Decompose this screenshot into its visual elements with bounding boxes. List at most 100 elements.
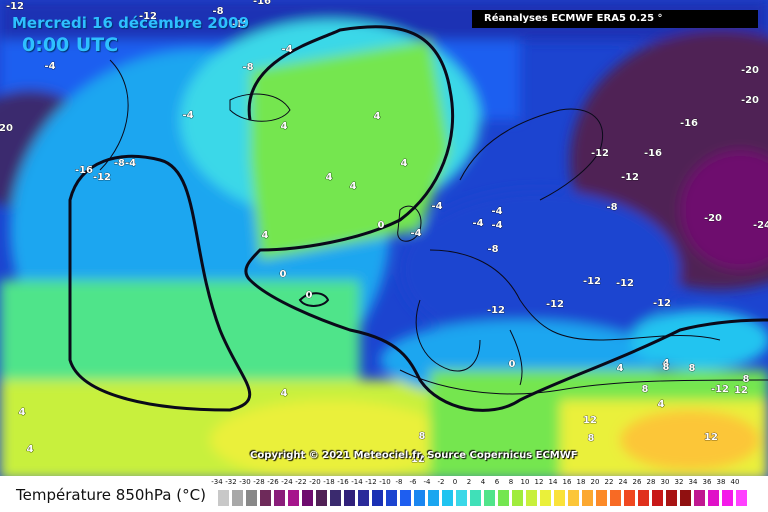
legend-swatch [287,490,299,506]
legend-tick-label: -2 [437,478,445,486]
legend-tick-label: -18 [323,478,335,486]
legend-swatch [567,490,579,506]
legend-tick-label: -24 [281,478,293,486]
legend-swatch [609,490,621,506]
coastline-europe [429,249,721,341]
isotherm-label: -12 [487,305,505,316]
coastline-iceland [229,93,291,122]
isotherm-label: 4 [401,158,408,169]
legend-tick-label: -22 [295,478,307,486]
legend-swatch [539,490,551,506]
source-label: Réanalyses ECMWF ERA5 0.25 ° [472,10,758,28]
legend-tick-label: 12 [534,478,544,486]
legend-swatch [315,490,327,506]
isotherm-label: -4 [44,61,55,72]
isotherm-label: -4 [431,201,442,212]
legend-swatch [385,490,397,506]
legend-tick-label: -34 [211,478,223,486]
isotherm-label: 4 [374,111,381,122]
legend-tick-label: 20 [590,478,600,486]
legend-tick-label: 40 [730,478,740,486]
isotherm-label: 4 [350,181,357,192]
legend-color-scale [217,490,757,506]
legend-swatch [245,490,257,506]
coastline-british-isles [397,205,422,242]
legend-tick-label: 18 [576,478,586,486]
isotherm-label: 0 [280,269,287,280]
legend-title: Température 850hPa (°C) [16,486,206,504]
legend-swatch [693,490,705,506]
legend-swatch [665,490,677,506]
isotherm-label: -12 [546,299,564,310]
isotherm-label: -20 [704,213,722,224]
legend-swatch [511,490,523,506]
isotherm-label: 4 [262,230,269,241]
coastline-iberia [415,299,481,372]
legend-tick-label: 4 [480,478,486,486]
legend-swatch [735,490,747,506]
legend-tick-label: 30 [660,478,670,486]
map-date: Mercredi 16 décembre 2009 [12,14,250,32]
legend-tick-label: 0 [452,478,458,486]
legend-tick-label: 28 [646,478,656,486]
isotherm-label: -12 [711,384,729,395]
isotherm-label: 4 [27,444,34,455]
isotherm-label: 8 [689,363,696,374]
legend-swatch [413,490,425,506]
legend-swatch [301,490,313,506]
legend-tick-label: 26 [632,478,642,486]
isotherm-label: 4 [281,121,288,132]
isotherm-label: 8 [642,384,649,395]
field-africa-orange [620,410,760,470]
isotherm-label: 12 [704,432,718,443]
legend-tick-label: 22 [604,478,614,486]
isotherm-label: 8 [419,431,426,442]
legend-bar: Température 850hPa (°C) -34 -32 -30 -28 -26-… [0,476,768,512]
isotherm-label: 4 [281,388,288,399]
legend-tick-label: -6 [409,478,417,486]
isotherm-label: 12 [734,385,748,396]
isotherm-label: -8 [212,6,223,17]
legend-swatch [721,490,733,506]
legend-swatch [399,490,411,506]
legend-tick-label: 10 [520,478,530,486]
isotherm-label: -4 [491,206,502,217]
field-sw-yellow2 [210,400,450,476]
coastline-italy [509,329,523,386]
legend-tick-label: 24 [618,478,628,486]
legend-tick-label: -14 [351,478,363,486]
legend-swatch [427,490,439,506]
legend-tick-label: -12 [365,478,377,486]
isotherm-label: -4 [472,218,483,229]
legend-tick-label: 36 [702,478,712,486]
map-time: 0:00 UTC [22,34,119,56]
isotherm-label: 4 [19,407,26,418]
legend-swatch [441,490,453,506]
legend-swatch [455,490,467,506]
isotherm-label: -16 [231,19,249,30]
isotherm-zero [68,25,768,412]
legend-tick-label: -30 [239,478,251,486]
legend-swatch [637,490,649,506]
isotherm-label: -8 [487,244,498,255]
isotherm-label: -16 [644,148,662,159]
isotherm-label: -12 [6,1,24,12]
legend-tick-label: -10 [379,478,391,486]
isotherm-label: 8 [743,374,750,385]
legend-swatch [623,490,635,506]
isotherm-label: -4 [410,228,421,239]
legend-swatch [483,490,495,506]
isotherm-label: -12 [93,172,111,183]
coastline-africa [399,369,768,395]
isotherm-label: -8 [606,202,617,213]
coastline-scandinavia [459,108,604,201]
legend-swatch [273,490,285,506]
legend-tick-label: 8 [508,478,514,486]
isotherm-label: 4 [326,172,333,183]
isotherm-label: -20 [741,65,759,76]
isotherm-label: -12 [653,298,671,309]
legend-tick-label: 14 [548,478,558,486]
isotherm-label: -16 [253,0,271,7]
isotherm-label: -16 [680,118,698,129]
